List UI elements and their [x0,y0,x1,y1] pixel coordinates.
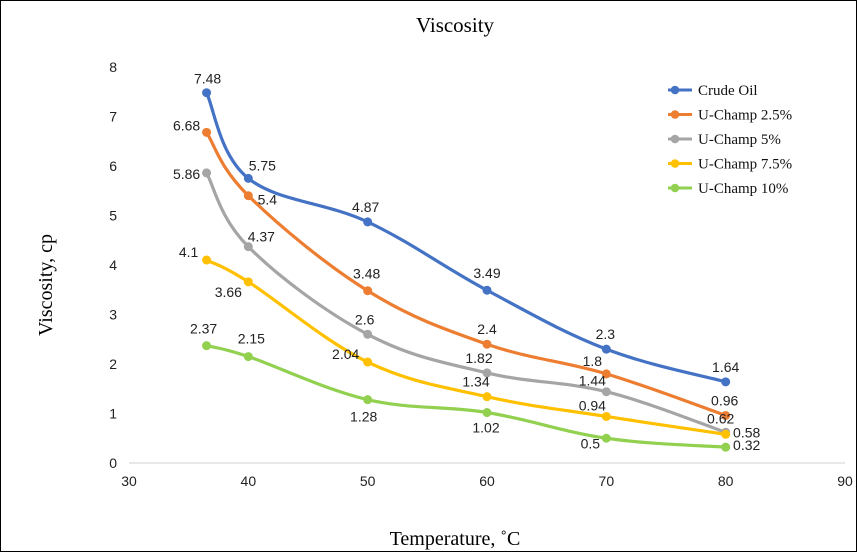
data-label: 6.68 [173,117,200,133]
data-point [601,369,611,379]
x-tick-label: 70 [599,473,615,489]
data-point [243,191,253,201]
x-tick-label: 30 [121,473,137,489]
data-point [363,357,373,367]
data-label: 5.4 [258,192,278,208]
data-label: 0.58 [733,424,760,440]
data-point [363,286,373,296]
data-point [601,387,611,397]
data-point [363,329,373,339]
legend-entry-label: U-Champ 7.5% [698,157,792,173]
legend-entry-label: Crude Oil [698,83,758,99]
data-point [482,285,492,295]
data-point [721,429,731,439]
legend-swatch-marker [670,134,680,144]
x-tick-label: 60 [479,473,495,489]
data-label: 1.34 [462,374,489,390]
x-tick-label: 40 [241,473,257,489]
data-label: 4.1 [179,244,199,260]
y-tick-label: 3 [109,307,117,323]
data-label: 1.02 [472,420,499,436]
data-point [202,88,212,98]
data-label: 5.75 [249,157,276,173]
data-label: 1.64 [712,359,739,375]
x-axis-title: Temperature, ˚C [390,528,521,550]
y-tick-label: 2 [109,356,117,372]
legend-entry-label: U-Champ 10% [698,181,788,197]
chart-title: Viscosity [416,13,495,37]
y-tick-label: 4 [109,257,117,273]
data-label: 0.96 [711,392,738,408]
data-point [482,368,492,378]
series-lines [204,91,728,449]
data-point [721,442,731,452]
data-point [202,168,212,178]
legend-swatch-marker [670,85,680,95]
data-label: 2.15 [238,331,265,347]
x-tick-label: 80 [718,473,734,489]
data-point [601,433,611,443]
data-label: 4.37 [248,229,275,245]
data-point [482,408,492,418]
legend-swatch-marker [670,110,680,119]
data-label: 0.62 [707,410,734,426]
data-point [202,341,212,351]
data-label: 3.49 [473,265,500,281]
x-tick-label: 50 [360,473,376,489]
data-point [243,277,253,287]
y-tick-label: 7 [109,109,117,125]
legend-entry-label: U-Champ 5% [698,132,781,148]
axis-ticks: 30 40 50 60 70 80 90 0 1 2 3 4 5 6 7 8 [109,59,853,489]
data-label: 2.37 [190,321,217,337]
data-point [202,255,212,265]
data-label: 2.6 [355,311,375,327]
data-label: 2.4 [477,321,497,337]
y-tick-label: 5 [109,208,117,224]
data-label: 1.82 [465,350,492,366]
data-label: 7.48 [194,71,221,87]
data-point [202,127,212,137]
data-point [721,377,731,387]
data-point [482,339,492,349]
data-label: 5.86 [173,166,200,182]
series-markers [202,88,731,452]
data-point [363,395,373,405]
y-tick-label: 0 [109,455,117,471]
data-label: 3.66 [215,284,242,300]
data-point [601,344,611,354]
data-label: 1.28 [350,409,377,425]
y-axis-title: Viscosity, cp [35,234,57,336]
data-point [482,392,492,402]
series-line [204,258,728,436]
y-tick-label: 1 [109,406,117,422]
y-tick-label: 6 [109,158,117,174]
data-label: 3.48 [353,266,380,282]
data-label: 0.94 [579,397,606,413]
legend: Crude Oil U-Champ 2.5% U-Champ 5% U-Champ 7… [668,83,792,197]
data-label: 1.44 [579,373,606,389]
x-tick-label: 90 [837,473,853,489]
legend-swatch-marker [670,159,680,168]
series-line [204,91,728,384]
data-label: 0.5 [581,435,601,451]
data-point [243,242,253,252]
legend-entry-label: U-Champ 2.5% [698,108,792,124]
data-point [601,411,611,421]
y-tick-label: 8 [109,59,117,75]
data-point [243,173,253,183]
data-point [363,217,373,227]
data-label: 4.87 [352,199,379,215]
legend-swatch-marker [670,183,680,193]
data-label: 2.04 [332,346,359,362]
data-label: 1.8 [583,353,603,369]
data-point [243,352,253,362]
data-labels: 7.48 5.75 4.87 3.49 2.3 1.64 6.68 5.4 3.48 2.4 1.8… [173,71,761,453]
data-point [721,410,731,420]
data-label: 0.32 [733,437,760,453]
data-label: 2.3 [596,326,616,342]
